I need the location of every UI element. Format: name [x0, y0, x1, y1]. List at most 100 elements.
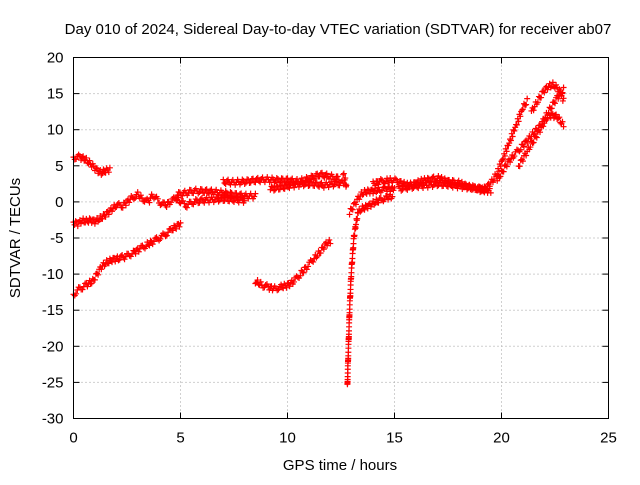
data-point [560, 123, 567, 130]
data-point [507, 137, 514, 144]
data-point [310, 258, 317, 265]
series-arc-6 [70, 219, 184, 299]
data-point [80, 153, 87, 160]
data-point [324, 242, 331, 249]
data-point [538, 94, 545, 101]
data-point [555, 115, 562, 122]
data-point [83, 154, 90, 161]
data-point [375, 199, 382, 206]
series-arc-1 [70, 151, 113, 178]
data-point [91, 220, 98, 227]
data-point [513, 121, 520, 128]
data-point [560, 84, 567, 91]
x-tick-label: 25 [600, 430, 617, 447]
data-point [323, 170, 330, 177]
data-point [106, 164, 113, 171]
data-point [77, 220, 84, 227]
data-point [336, 182, 343, 189]
data-point [377, 176, 384, 183]
data-point [349, 206, 356, 213]
y-tick-label: 10 [47, 122, 64, 139]
data-point [305, 263, 312, 270]
data-point [499, 156, 506, 163]
data-point [533, 134, 540, 141]
data-point [86, 215, 93, 222]
data-point [88, 219, 95, 226]
data-point [311, 175, 318, 182]
data-point [497, 173, 504, 180]
data-point [149, 241, 156, 248]
data-point [342, 175, 349, 182]
data-point [370, 190, 377, 197]
data-point [517, 146, 524, 153]
data-point [550, 99, 557, 106]
data-point [389, 193, 396, 200]
data-point [326, 236, 333, 243]
data-point [79, 286, 86, 293]
data-point [73, 290, 80, 297]
data-point [163, 203, 170, 210]
data-point [297, 272, 304, 279]
data-point [503, 163, 510, 170]
data-point [168, 199, 175, 206]
data-point [507, 159, 514, 166]
data-point [275, 286, 282, 293]
gridlines [73, 57, 609, 419]
data-point [438, 174, 445, 181]
data-point [317, 250, 324, 257]
data-point [213, 186, 220, 193]
data-point [379, 187, 386, 194]
data-point [352, 221, 359, 228]
y-tick-label: -5 [50, 230, 63, 247]
x-tick-label: 5 [176, 430, 184, 447]
data-point [290, 278, 297, 285]
data-point [136, 245, 143, 252]
data-point [367, 203, 374, 210]
data-point [316, 183, 323, 190]
data-point [122, 202, 129, 209]
data-point [165, 229, 172, 236]
y-tick-label: 5 [55, 158, 63, 175]
data-point [480, 188, 487, 195]
series-arc-16 [528, 79, 567, 114]
data-point [445, 183, 451, 190]
data-point [530, 107, 537, 114]
data-point [530, 139, 537, 146]
data-point [356, 196, 363, 203]
data-point [119, 252, 126, 259]
data-point [98, 266, 105, 273]
y-tick-label: -15 [42, 302, 64, 319]
data-point [210, 191, 217, 198]
y-tick-label: -10 [42, 266, 64, 283]
data-point [112, 204, 119, 211]
data-point [483, 186, 490, 193]
data-point [479, 187, 486, 194]
data-point [332, 178, 339, 185]
data-point [436, 178, 443, 185]
y-tick-label: -30 [42, 411, 64, 428]
data-point [552, 112, 558, 119]
data-point [281, 185, 288, 192]
data-point [503, 148, 510, 155]
data-point [91, 276, 98, 283]
axis-ticks [73, 57, 609, 419]
data-point [387, 188, 394, 195]
data-point [132, 250, 139, 257]
data-point [362, 189, 369, 196]
data-point [455, 177, 462, 184]
data-point [241, 180, 248, 187]
data-point [393, 176, 400, 183]
data-point [126, 199, 133, 206]
data-point [109, 208, 116, 215]
data-point [553, 111, 560, 118]
data-point [519, 107, 526, 114]
series-arc-8 [340, 170, 350, 190]
data-point [119, 204, 126, 211]
data-point [321, 174, 328, 181]
data-point [547, 84, 554, 91]
data-point [391, 175, 398, 182]
data-point [515, 118, 522, 125]
data-point [553, 81, 560, 88]
data-point [137, 192, 144, 199]
data-point [177, 219, 184, 226]
